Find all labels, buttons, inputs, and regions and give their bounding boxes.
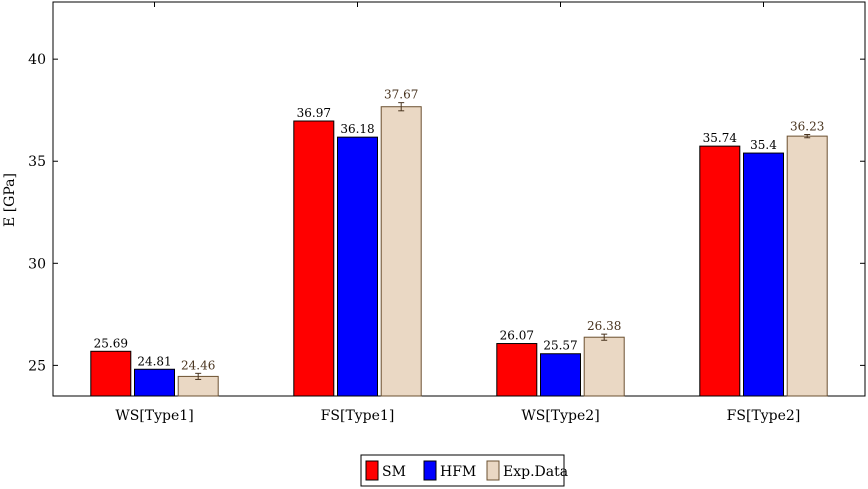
data-label: 25.57 [543, 339, 577, 353]
data-label: 26.38 [587, 319, 621, 333]
data-label: 35.4 [750, 138, 777, 152]
data-label: 35.74 [703, 131, 738, 145]
plot-frame [52, 1, 866, 397]
data-label: 24.46 [181, 358, 215, 372]
x-tick-label: WS[Type2] [521, 408, 599, 424]
data-label: 37.67 [384, 88, 418, 102]
bar-sm-2 [496, 343, 538, 397]
legend: SM HFM Exp.Data [360, 454, 568, 487]
bars-group: 25.69 36.97 26.07 35.74 24.81 36.18 25.57 35.4 2… [90, 88, 828, 397]
bar-exp-data-2 [583, 336, 625, 397]
data-label: 36.23 [790, 119, 824, 133]
bar-exp-data-3 [786, 135, 828, 397]
x-axis-ticks: WS[Type1] FS[Type1] WS[Type2] FS[Type2] [115, 2, 800, 424]
legend-label: Exp.Data [503, 464, 568, 480]
bar-exp-data-1 [380, 106, 422, 397]
y-tick-label: 30 [28, 256, 46, 272]
bar-sm-3 [699, 145, 741, 397]
y-axis-label: E [GPa] [2, 173, 18, 227]
y-tick-label: 25 [28, 358, 46, 374]
bar-sm-1 [293, 120, 335, 397]
bar-hfm-2 [540, 353, 581, 397]
legend-box [360, 454, 565, 487]
data-label: 25.69 [94, 336, 128, 350]
bar-sm-0 [90, 350, 132, 397]
data-label: 26.07 [500, 329, 534, 343]
bar-hfm-0 [134, 368, 175, 397]
y-tick-label: 35 [28, 154, 46, 170]
legend-swatch-exp-data [486, 460, 500, 481]
legend-label: HFM [440, 464, 476, 480]
y-axis-ticks: 25 30 35 40 [28, 52, 865, 374]
legend-swatch-hfm [423, 460, 437, 481]
x-tick-label: FS[Type2] [727, 408, 801, 424]
data-label: 24.81 [137, 354, 171, 368]
bar-hfm-3 [743, 152, 784, 397]
x-tick-label: FS[Type1] [321, 408, 395, 424]
data-label: 36.97 [297, 106, 331, 120]
legend-swatch-sm [365, 460, 379, 481]
legend-label: SM [382, 464, 406, 480]
data-label: 36.18 [340, 122, 374, 136]
x-tick-label: WS[Type1] [115, 408, 193, 424]
bar-hfm-1 [337, 136, 378, 397]
y-tick-label: 40 [28, 52, 46, 68]
